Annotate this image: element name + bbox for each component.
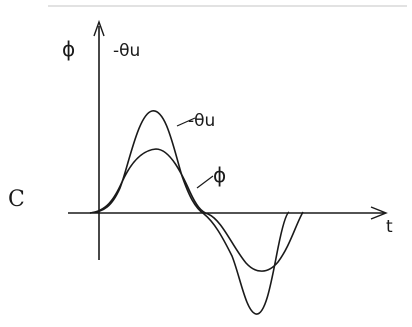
phi-curve-label: ϕ (213, 163, 226, 187)
theta-u-curve-label: -θu (188, 111, 215, 131)
x-axis-arrowhead (370, 206, 388, 220)
side-text-fragment: C (8, 187, 25, 212)
y-axis-arrowhead (93, 19, 105, 37)
theta-u-leader (176, 117, 196, 127)
theta-u-curve (89, 110, 290, 315)
phi-leader (196, 175, 214, 189)
y-axis-label-secondary: -θu (113, 41, 140, 61)
phi-curve (89, 148, 304, 272)
y-axis-label: ϕ (62, 37, 75, 61)
x-axis-label: t (386, 217, 393, 237)
